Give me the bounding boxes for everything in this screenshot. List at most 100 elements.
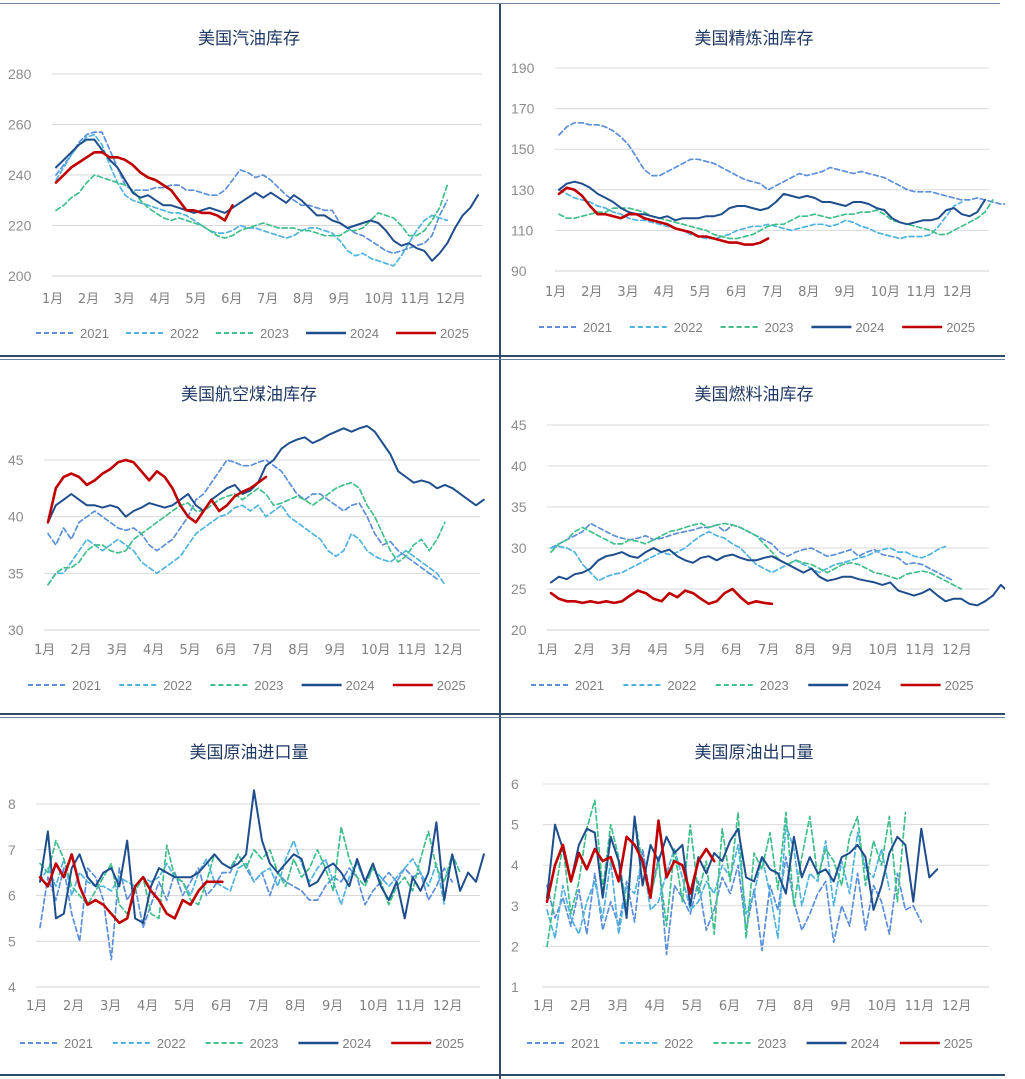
y-tick-label: 45 <box>511 417 527 433</box>
divider-vertical <box>499 4 501 1079</box>
series-line-2025 <box>549 587 774 606</box>
x-tick-label: 2月 <box>70 643 91 658</box>
y-tick-label: 240 <box>8 167 32 183</box>
panel-crude-exports: 美国原油出口量 1 2 3 4 5 6 1月 2月 3月 4月 5月 6月 7月 8月 9月 10月 11月 12… <box>503 720 1005 1072</box>
legend-label-2021: 2021 <box>72 678 101 693</box>
series-line-2024 <box>546 815 939 919</box>
legend-label-2021: 2021 <box>64 1036 93 1051</box>
x-tick-label: 1月 <box>42 292 63 307</box>
y-tick-label: 280 <box>8 66 32 82</box>
legend-label-2021: 2021 <box>583 320 612 335</box>
x-tick-label: 2月 <box>570 999 591 1014</box>
x-tick-label: 5月 <box>185 292 206 307</box>
y-tick-label: 1 <box>511 979 519 995</box>
y-tick-label: 40 <box>8 509 24 525</box>
x-tick-label: 2月 <box>63 999 84 1014</box>
legend-label-2021: 2021 <box>80 326 109 341</box>
legend-label-2022: 2022 <box>667 678 696 693</box>
x-tick-label: 12月 <box>436 292 466 307</box>
y-tick-label: 2 <box>511 938 519 954</box>
x-tick-label: 4月 <box>137 999 158 1014</box>
chart-title: 美国燃料油库存 <box>694 385 814 405</box>
chart-crude-exports: 1 2 3 4 5 6 1月 2月 3月 4月 5月 6月 7月 8月 9月 10月 11月 12月 2021 202… <box>511 776 989 1051</box>
divider-row1b <box>0 359 1005 360</box>
legend-label-2022: 2022 <box>163 678 192 693</box>
legend-label-2024: 2024 <box>851 1036 880 1051</box>
panel-fuel-oil: 美国燃料油库存 20 25 30 35 40 45 1月 2月 3月 4月 5月 6月 7月 8月 9月 10… <box>503 362 1005 712</box>
y-tick-label: 5 <box>8 933 16 949</box>
x-tick-label: 3月 <box>617 285 638 300</box>
legend-label-2023: 2023 <box>760 678 789 693</box>
legend-label-2024: 2024 <box>346 678 375 693</box>
x-tick-label: 7月 <box>756 999 777 1014</box>
x-tick-label: 12月 <box>433 999 463 1014</box>
x-tick-label: 5月 <box>179 643 200 658</box>
legend-label-2022: 2022 <box>674 320 703 335</box>
legend-label-2025: 2025 <box>945 678 974 693</box>
x-tick-label: 10月 <box>868 999 898 1014</box>
y-tick-label: 4 <box>511 857 519 873</box>
y-tick-label: 8 <box>8 796 16 812</box>
series-line-2022 <box>55 133 449 267</box>
x-tick-label: 9月 <box>830 999 851 1014</box>
y-tick-label: 35 <box>8 565 24 581</box>
series-line-2023 <box>550 522 963 590</box>
legend-label-2024: 2024 <box>342 1036 371 1051</box>
x-tick-label: 4月 <box>648 643 669 658</box>
x-tick-label: 9月 <box>322 999 343 1014</box>
x-tick-label: 9月 <box>325 643 346 658</box>
chart-title: 美国原油出口量 <box>694 743 814 763</box>
series-line-2023 <box>39 826 461 920</box>
y-tick-label: 40 <box>511 458 527 474</box>
series-line-2022 <box>550 530 947 582</box>
y-tick-label: 30 <box>511 540 527 556</box>
x-tick-label: 10月 <box>365 292 395 307</box>
y-tick-label: 130 <box>511 182 535 198</box>
x-tick-label: 10月 <box>871 285 901 300</box>
y-tick-label: 4 <box>8 979 16 995</box>
x-tick-label: 11月 <box>396 999 426 1014</box>
x-tick-label: 5月 <box>174 999 195 1014</box>
panel-jet-fuel: 美国航空煤油库存 30 35 40 45 1月 2月 3月 4月 5月 6月 7月 8月 9月 10月 11… <box>0 362 498 712</box>
divider-bottom <box>0 1074 1005 1076</box>
x-tick-label: 7月 <box>758 643 779 658</box>
x-tick-label: 10月 <box>359 999 389 1014</box>
legend-label-2021: 2021 <box>571 1036 600 1051</box>
x-tick-label: 9月 <box>329 292 350 307</box>
x-tick-label: 8月 <box>285 999 306 1014</box>
chart-title: 美国航空煤油库存 <box>181 385 317 405</box>
series-line-2024 <box>558 180 986 226</box>
y-tick-label: 5 <box>511 817 519 833</box>
panel-distillate: 美国精炼油库存 90 110 130 150 170 190 1月 2月 3月 4月 5月 6月 7月 8… <box>503 6 1005 354</box>
y-tick-label: 35 <box>511 499 527 515</box>
legend-label-2024: 2024 <box>350 326 379 341</box>
x-tick-label: 6月 <box>216 643 237 658</box>
x-tick-label: 3月 <box>107 643 128 658</box>
chart-gasoline: 200 220 240 260 280 1月 2月 3月 4月 5月 6月 7月 8月 9月 10月 11月 1… <box>8 66 482 341</box>
x-tick-label: 6月 <box>211 999 232 1014</box>
x-tick-label: 8月 <box>795 643 816 658</box>
x-tick-label: 7月 <box>248 999 269 1014</box>
x-tick-label: 5月 <box>682 999 703 1014</box>
x-tick-label: 4月 <box>150 292 171 307</box>
divider-row1 <box>0 355 1005 357</box>
series-line-2024 <box>39 789 485 924</box>
x-tick-label: 7月 <box>762 285 783 300</box>
x-tick-label: 12月 <box>942 643 972 658</box>
x-tick-label: 10月 <box>869 643 899 658</box>
series-line-2023 <box>55 174 449 239</box>
x-tick-label: 5月 <box>684 643 705 658</box>
series-line-2021 <box>39 853 454 961</box>
x-tick-label: 8月 <box>798 285 819 300</box>
x-tick-label: 1月 <box>533 999 554 1014</box>
legend-label-2025: 2025 <box>946 320 975 335</box>
x-tick-label: 12月 <box>942 999 972 1014</box>
x-tick-label: 2月 <box>581 285 602 300</box>
series-line-2021 <box>55 131 449 255</box>
y-tick-label: 7 <box>8 842 16 858</box>
x-tick-label: 3月 <box>114 292 135 307</box>
x-tick-label: 2月 <box>574 643 595 658</box>
legend-label-2024: 2024 <box>852 678 881 693</box>
x-tick-label: 4月 <box>654 285 675 300</box>
y-tick-label: 190 <box>511 60 535 76</box>
